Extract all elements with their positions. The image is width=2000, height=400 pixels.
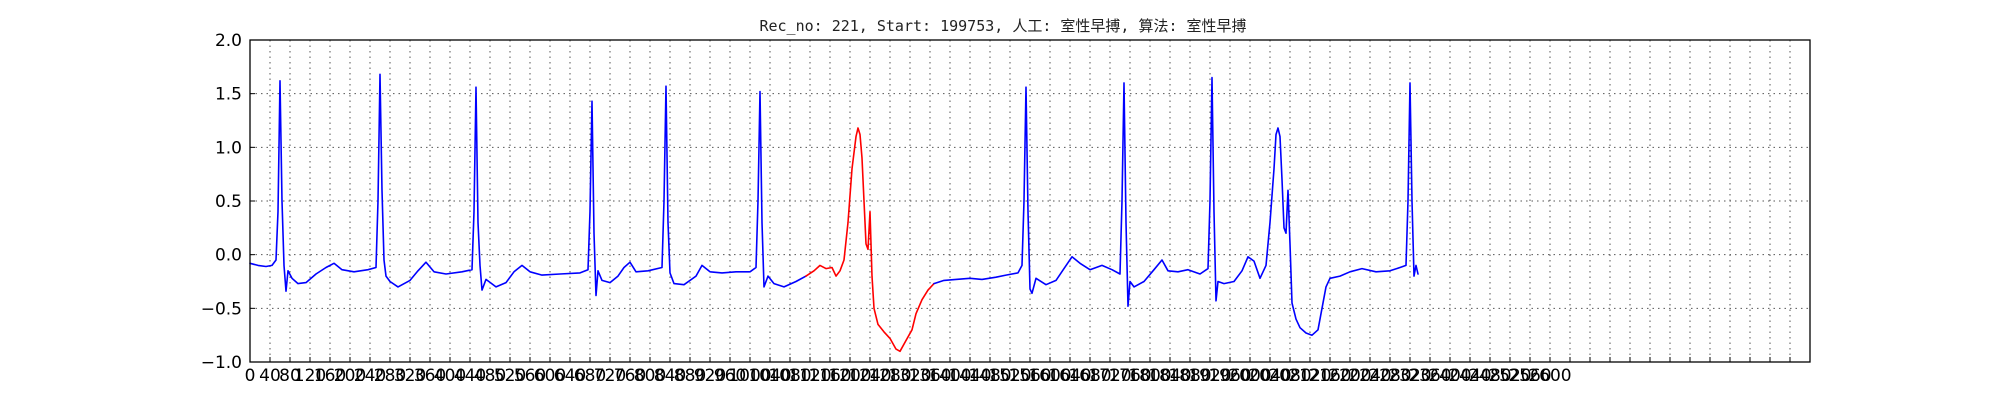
y-tick-label: 2.0 bbox=[215, 31, 242, 51]
x-tick-label: 1480 bbox=[968, 366, 1011, 386]
x-tick-label: 2160 bbox=[1308, 366, 1351, 386]
x-tick-label: 1360 bbox=[908, 366, 951, 386]
x-tick-label: 1000 bbox=[728, 366, 771, 386]
x-tick-label: 1240 bbox=[848, 366, 891, 386]
x-tick-label: 360 bbox=[414, 366, 446, 386]
x-tick-label: 40 bbox=[259, 366, 281, 386]
x-tick-label: 1520 bbox=[988, 366, 1031, 386]
x-tick-label: 400 bbox=[434, 366, 466, 386]
x-tick-label: 600 bbox=[534, 366, 566, 386]
x-tick-label: 1440 bbox=[948, 366, 991, 386]
chart-title: Rec_no: 221, Start: 199753, 人工: 室性早搏, 算法… bbox=[759, 17, 1246, 35]
x-tick-label: 1960 bbox=[1208, 366, 1251, 386]
x-tick-label: 2400 bbox=[1428, 366, 1471, 386]
grid-lines bbox=[249, 39, 1811, 363]
x-tick-label: 720 bbox=[594, 366, 626, 386]
x-tick-label: 920 bbox=[694, 366, 726, 386]
x-tick-label: 1280 bbox=[868, 366, 911, 386]
x-tick-label: 80 bbox=[279, 366, 301, 386]
x-tick-label: 1120 bbox=[788, 366, 831, 386]
y-tick-label: −0.5 bbox=[201, 299, 242, 319]
x-tick-label: 120 bbox=[294, 366, 326, 386]
x-tick-label: 1600 bbox=[1028, 366, 1071, 386]
x-tick-label: 800 bbox=[634, 366, 666, 386]
plot-frame bbox=[249, 39, 1811, 363]
x-tick-label: 1200 bbox=[828, 366, 871, 386]
x-tick-label: 200 bbox=[334, 366, 366, 386]
x-tick-label: 1880 bbox=[1168, 366, 1211, 386]
x-tick-label: 1680 bbox=[1068, 366, 1111, 386]
x-tick-label: 2000 bbox=[1228, 366, 1271, 386]
x-tick-label: 2520 bbox=[1488, 366, 1531, 386]
x-tick-label: 440 bbox=[454, 366, 486, 386]
x-tick-label: 1760 bbox=[1108, 366, 1151, 386]
series-layer bbox=[249, 73, 1419, 353]
x-tick-label: 2240 bbox=[1348, 366, 1391, 386]
ecg-series-line-2 bbox=[805, 127, 935, 353]
x-tick-label: 480 bbox=[474, 366, 506, 386]
y-tick-label: 0.5 bbox=[215, 192, 242, 212]
x-tick-label: 2080 bbox=[1268, 366, 1311, 386]
x-tick-label: 2480 bbox=[1468, 366, 1511, 386]
x-tick-label: 880 bbox=[674, 366, 706, 386]
x-tick-label: 320 bbox=[394, 366, 426, 386]
x-tick-label: 2120 bbox=[1288, 366, 1331, 386]
x-tick-label: 2040 bbox=[1248, 366, 1291, 386]
y-tick-label: 1.0 bbox=[215, 138, 242, 158]
x-tick-label: 1800 bbox=[1128, 366, 1171, 386]
ecg-series-line-3 bbox=[933, 76, 1419, 337]
x-tick-label: 680 bbox=[574, 366, 606, 386]
axis-ticks: 0 408012016020024028032036040044048052056… bbox=[201, 31, 1811, 386]
x-tick-label: 1920 bbox=[1188, 366, 1231, 386]
x-tick-label: 840 bbox=[654, 366, 686, 386]
x-tick-label: 520 bbox=[494, 366, 526, 386]
x-tick-label: 280 bbox=[374, 366, 406, 386]
x-tick-label: 1640 bbox=[1048, 366, 1091, 386]
y-tick-label: 0.0 bbox=[215, 246, 242, 266]
x-tick-label: 2600 bbox=[1528, 366, 1571, 386]
x-tick-label: 1320 bbox=[888, 366, 931, 386]
x-tick-label: 1840 bbox=[1148, 366, 1191, 386]
x-tick-label: 0 bbox=[245, 366, 256, 386]
y-tick-label: 1.5 bbox=[215, 85, 242, 105]
x-tick-label: 2280 bbox=[1368, 366, 1411, 386]
x-tick-label: 1560 bbox=[1008, 366, 1051, 386]
x-tick-label: 240 bbox=[354, 366, 386, 386]
x-tick-label: 1080 bbox=[768, 366, 811, 386]
ecg-series-line-1 bbox=[249, 73, 807, 297]
x-tick-label: 960 bbox=[714, 366, 746, 386]
y-tick-label: −1.0 bbox=[201, 353, 242, 373]
x-tick-label: 560 bbox=[514, 366, 546, 386]
x-tick-label: 2440 bbox=[1448, 366, 1491, 386]
x-tick-label: 1720 bbox=[1088, 366, 1131, 386]
x-tick-label: 760 bbox=[614, 366, 646, 386]
x-tick-label: 2320 bbox=[1388, 366, 1431, 386]
x-tick-label: 2200 bbox=[1328, 366, 1371, 386]
x-tick-label: 1160 bbox=[808, 366, 851, 386]
x-tick-label: 2360 bbox=[1408, 366, 1451, 386]
x-tick-label: 1400 bbox=[928, 366, 971, 386]
x-tick-label: 640 bbox=[554, 366, 586, 386]
x-tick-label: 1040 bbox=[748, 366, 791, 386]
x-tick-label: 160 bbox=[314, 366, 346, 386]
x-tick-label: 2560 bbox=[1508, 366, 1551, 386]
